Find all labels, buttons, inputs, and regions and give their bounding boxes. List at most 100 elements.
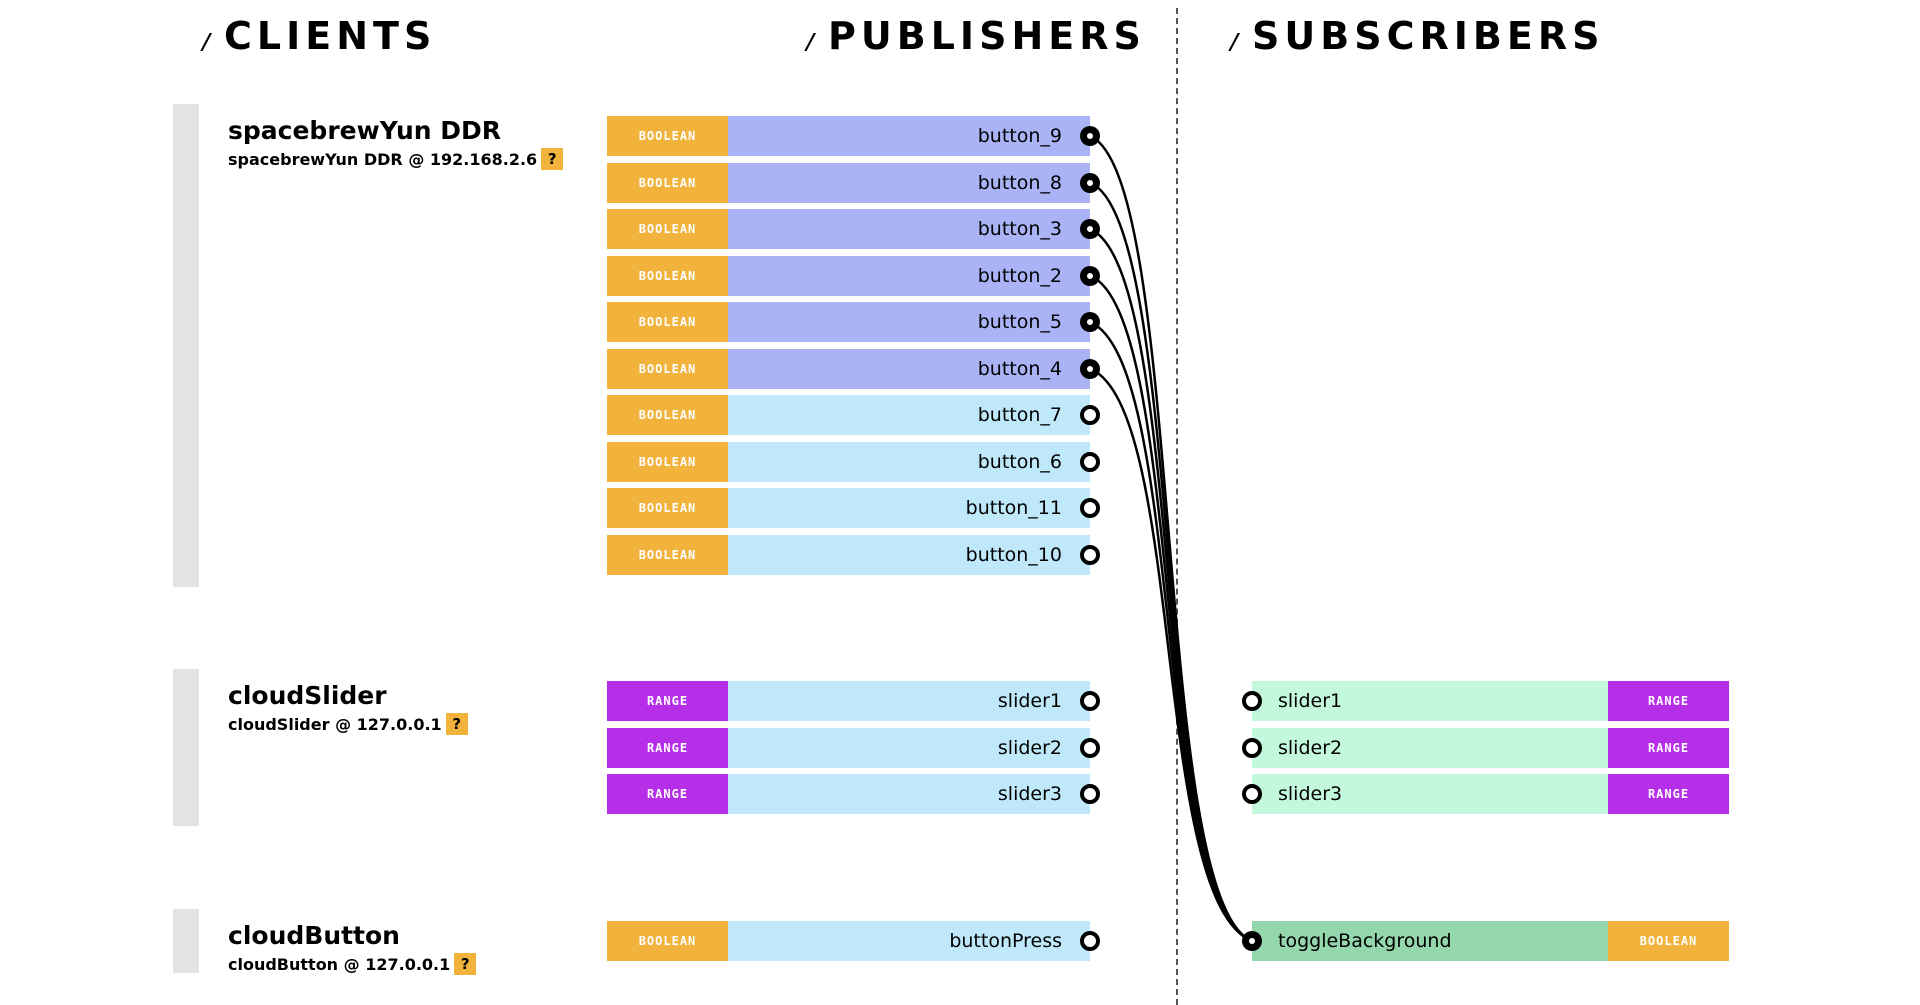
publisher-connector-icon[interactable] (1080, 126, 1100, 146)
publisher-item[interactable]: slider1 (728, 681, 1090, 721)
subscribers-header-label: SUBSCRIBERS (1252, 14, 1605, 58)
subscriber-name: slider1 (1278, 690, 1343, 712)
publisher-connector-icon[interactable] (1080, 784, 1100, 804)
publisher-item[interactable]: button_11 (728, 488, 1090, 528)
subscriber-connector-icon[interactable] (1242, 931, 1262, 951)
subscriber-name: slider2 (1278, 736, 1343, 759)
publisher-item[interactable]: button_7 (728, 395, 1090, 435)
route-line[interactable] (1089, 227, 1253, 943)
client-group-bar (173, 104, 199, 587)
publisher-name: button_7 (977, 404, 1062, 426)
subscribers-header: / SUBSCRIBERS (1227, 14, 1605, 58)
publisher-item[interactable]: button_10 (728, 534, 1090, 575)
client-address: cloudButton @ 127.0.0.1? (228, 953, 477, 975)
publisher-connector-icon[interactable] (1080, 544, 1100, 565)
publisher-type-badge: BOOLEAN (607, 209, 728, 249)
publisher-type-badge: BOOLEAN (607, 348, 728, 389)
subscriber-type-badge: BOOLEAN (1608, 921, 1729, 961)
subscriber-name: slider3 (1278, 783, 1343, 805)
client-address: spacebrewYun DDR @ 192.168.2.6? (228, 148, 564, 170)
publisher-name: button_10 (965, 543, 1062, 566)
subscriber-connector-icon[interactable] (1242, 691, 1262, 711)
client-address: cloudSlider @ 127.0.0.1? (228, 713, 468, 735)
publisher-type-badge: BOOLEAN (607, 116, 728, 156)
client-name: cloudButton (228, 921, 400, 950)
publisher-name: button_8 (977, 171, 1062, 194)
publisher-type-badge: RANGE (607, 727, 728, 768)
publisher-type-badge: BOOLEAN (607, 302, 728, 342)
publisher-connector-icon[interactable] (1080, 451, 1100, 472)
publisher-item[interactable]: button_5 (728, 302, 1090, 342)
client-address-text: cloudSlider @ 127.0.0.1 (228, 714, 442, 734)
publisher-name: slider3 (997, 783, 1062, 805)
publisher-item[interactable]: button_4 (728, 348, 1090, 389)
publisher-connector-icon[interactable] (1080, 498, 1100, 518)
client-address-text: cloudButton @ 127.0.0.1 (228, 954, 451, 974)
publisher-item[interactable]: slider2 (728, 727, 1090, 768)
publisher-item[interactable]: button_8 (728, 162, 1090, 203)
route-line[interactable] (1089, 367, 1253, 943)
publisher-connector-icon[interactable] (1080, 931, 1100, 951)
client-name: spacebrewYun DDR (228, 116, 502, 145)
route-line[interactable] (1089, 320, 1253, 943)
subscriber-item[interactable]: slider3 (1252, 774, 1608, 814)
publisher-name: button_4 (977, 357, 1062, 380)
clients-header-label: CLIENTS (224, 14, 437, 58)
publisher-type-badge: BOOLEAN (607, 162, 728, 203)
subscriber-connector-icon[interactable] (1242, 737, 1262, 758)
publisher-connector-icon[interactable] (1080, 265, 1100, 286)
publisher-type-badge: BOOLEAN (607, 534, 728, 575)
subscriber-item[interactable]: slider1 (1252, 681, 1608, 721)
publisher-connector-icon[interactable] (1080, 691, 1100, 711)
client-name: cloudSlider (228, 681, 387, 710)
publisher-connector-icon[interactable] (1080, 737, 1100, 758)
header-slash: / (803, 30, 817, 55)
publisher-item[interactable]: button_6 (728, 441, 1090, 482)
subscriber-item[interactable]: slider2 (1252, 727, 1608, 768)
publisher-connector-icon[interactable] (1080, 172, 1100, 193)
subscriber-type-badge: RANGE (1608, 681, 1729, 721)
publisher-item[interactable]: button_2 (728, 255, 1090, 296)
publisher-name: button_11 (965, 497, 1062, 519)
publisher-name: button_2 (977, 264, 1062, 287)
publisher-connector-icon[interactable] (1080, 405, 1100, 425)
client-address-text: spacebrewYun DDR @ 192.168.2.6 (228, 149, 538, 169)
publisher-type-badge: BOOLEAN (607, 488, 728, 528)
publisher-name: buttonPress (949, 930, 1062, 952)
publisher-type-badge: BOOLEAN (607, 395, 728, 435)
publisher-type-badge: BOOLEAN (607, 441, 728, 482)
subscriber-type-badge: RANGE (1608, 727, 1729, 768)
publisher-name: button_3 (977, 218, 1062, 240)
publisher-item[interactable]: slider3 (728, 774, 1090, 814)
client-group-bar (173, 669, 199, 826)
publisher-name: slider1 (997, 690, 1062, 712)
publisher-type-badge: RANGE (607, 681, 728, 721)
subscriber-type-badge: RANGE (1608, 774, 1729, 814)
subscriber-name: toggleBackground (1278, 930, 1452, 952)
client-group-bar (173, 909, 199, 973)
publisher-subscriber-divider (1176, 8, 1178, 1005)
publishers-header: / PUBLISHERS (803, 14, 1146, 58)
header-slash: / (199, 30, 213, 55)
publisher-connector-icon[interactable] (1080, 358, 1100, 379)
help-icon[interactable]: ? (445, 713, 468, 735)
subscriber-item[interactable]: toggleBackground (1252, 921, 1608, 961)
help-icon[interactable]: ? (454, 953, 477, 975)
publisher-item[interactable]: button_9 (728, 116, 1090, 156)
route-line[interactable] (1089, 134, 1253, 943)
publisher-type-badge: BOOLEAN (607, 255, 728, 296)
publisher-item[interactable]: buttonPress (728, 921, 1090, 961)
publisher-connector-icon[interactable] (1080, 312, 1100, 332)
publisher-name: slider2 (997, 736, 1062, 759)
help-icon[interactable]: ? (541, 148, 564, 170)
route-line[interactable] (1089, 274, 1253, 943)
publishers-header-label: PUBLISHERS (828, 14, 1146, 58)
header-slash: / (1227, 30, 1241, 55)
publisher-name: button_5 (977, 311, 1062, 333)
publisher-item[interactable]: button_3 (728, 209, 1090, 249)
publisher-type-badge: RANGE (607, 774, 728, 814)
publisher-connector-icon[interactable] (1080, 219, 1100, 239)
clients-header: / CLIENTS (199, 14, 437, 58)
route-line[interactable] (1089, 181, 1253, 943)
subscriber-connector-icon[interactable] (1242, 784, 1262, 804)
